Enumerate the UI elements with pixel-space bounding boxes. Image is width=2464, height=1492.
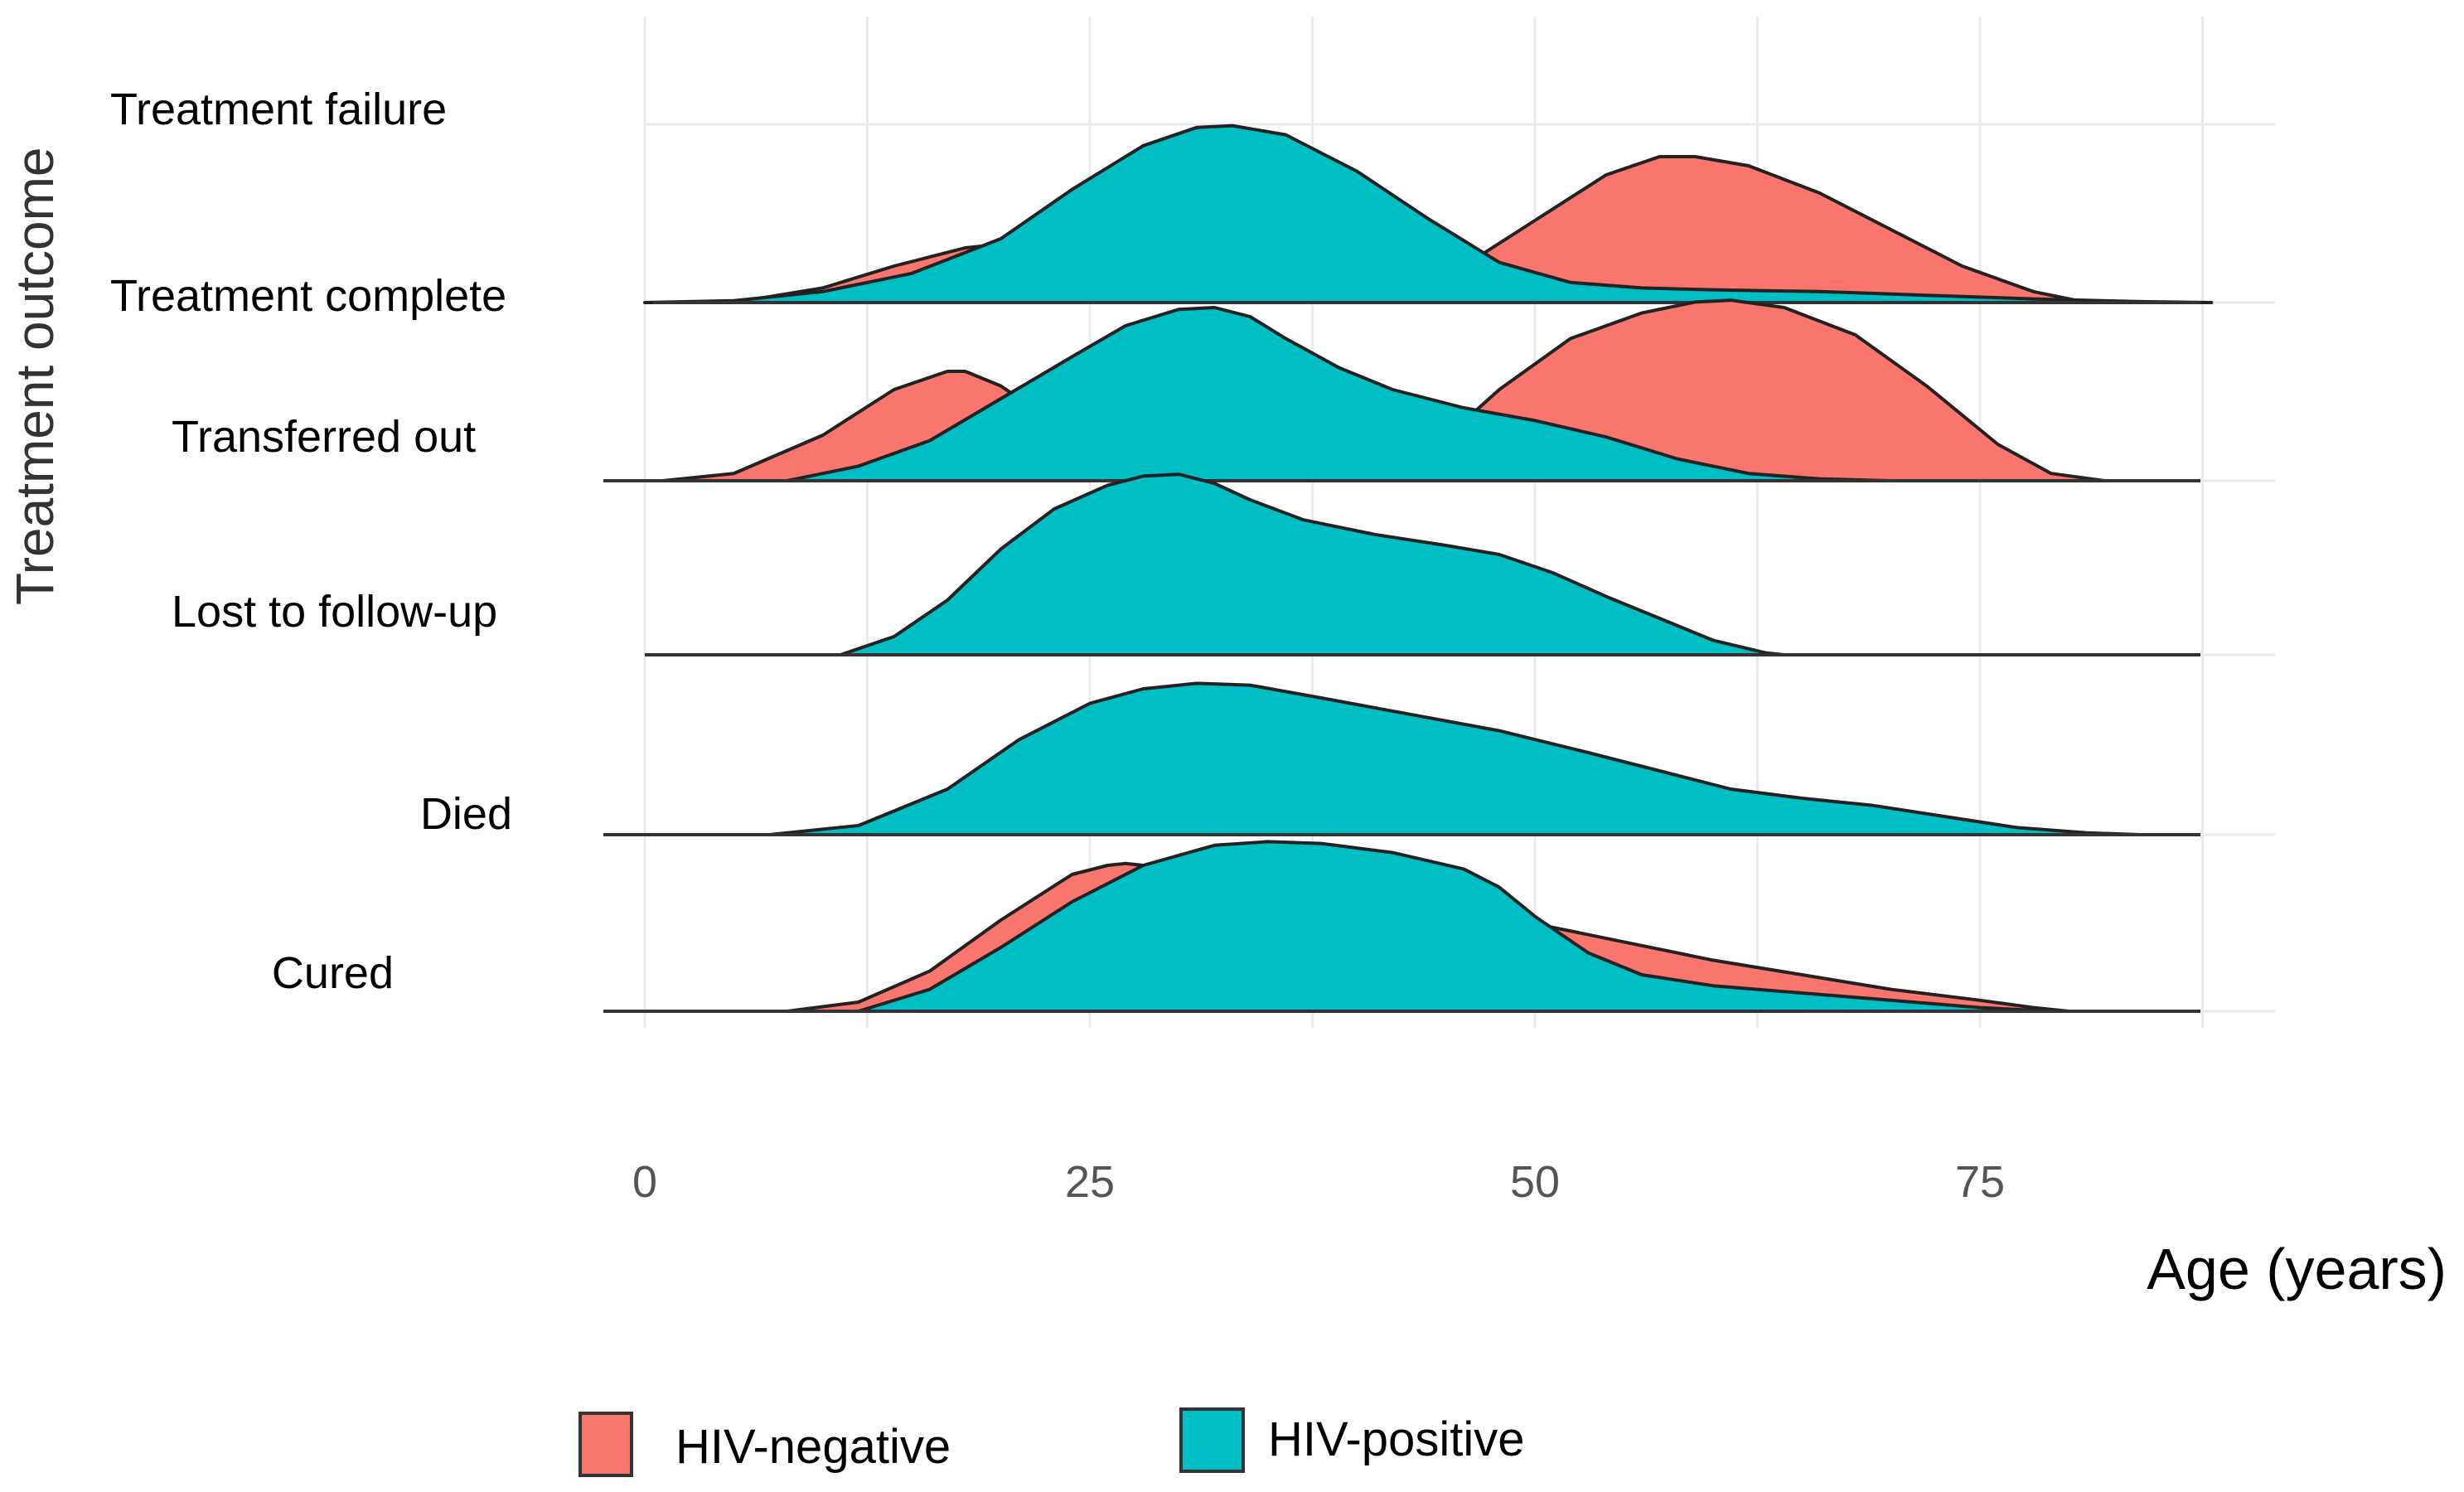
ridge-treatment-complete-hiv-positive	[643, 124, 2214, 304]
category-label-treatment-complete: Treatment complete	[110, 271, 506, 321]
category-labels: Cured Died Lost to follow-up Transferred…	[110, 85, 512, 998]
category-label-lost-to-follow-up: Lost to follow-up	[172, 587, 497, 637]
ridge-died-hiv-positive	[767, 681, 2142, 836]
x-tick-label: 0	[632, 1157, 657, 1207]
category-label-transferred-out: Transferred out	[172, 412, 476, 462]
ridge-transferred-out-hiv-positive	[785, 306, 1893, 482]
x-tick-label: 75	[1955, 1157, 2005, 1207]
legend-label-hiv-negative: HIV-negative	[675, 1420, 951, 1474]
y-axis-title: Treatment outcome	[5, 147, 65, 605]
category-label-died: Died	[420, 789, 512, 839]
ridge-lost-to-follow-up-hiv-positive	[839, 472, 1786, 656]
x-tick-labels: 0 25 50 75	[632, 1157, 2005, 1207]
x-tick-label: 50	[1510, 1157, 1560, 1207]
category-label-treatment-failure: Treatment failure	[110, 85, 447, 134]
legend: HIV-negative HIV-positive	[578, 1407, 1524, 1477]
legend-label-hiv-positive: HIV-positive	[1268, 1412, 1524, 1466]
category-label-cured: Cured	[272, 948, 394, 998]
legend-key-hiv-negative	[578, 1412, 633, 1477]
x-tick-label: 25	[1065, 1157, 1115, 1207]
x-axis-title: Age (years)	[2147, 1237, 2447, 1301]
ridges	[603, 124, 2214, 1013]
legend-key-hiv-positive	[1179, 1407, 1245, 1473]
ridge-cured-hiv-positive	[856, 840, 2053, 1013]
